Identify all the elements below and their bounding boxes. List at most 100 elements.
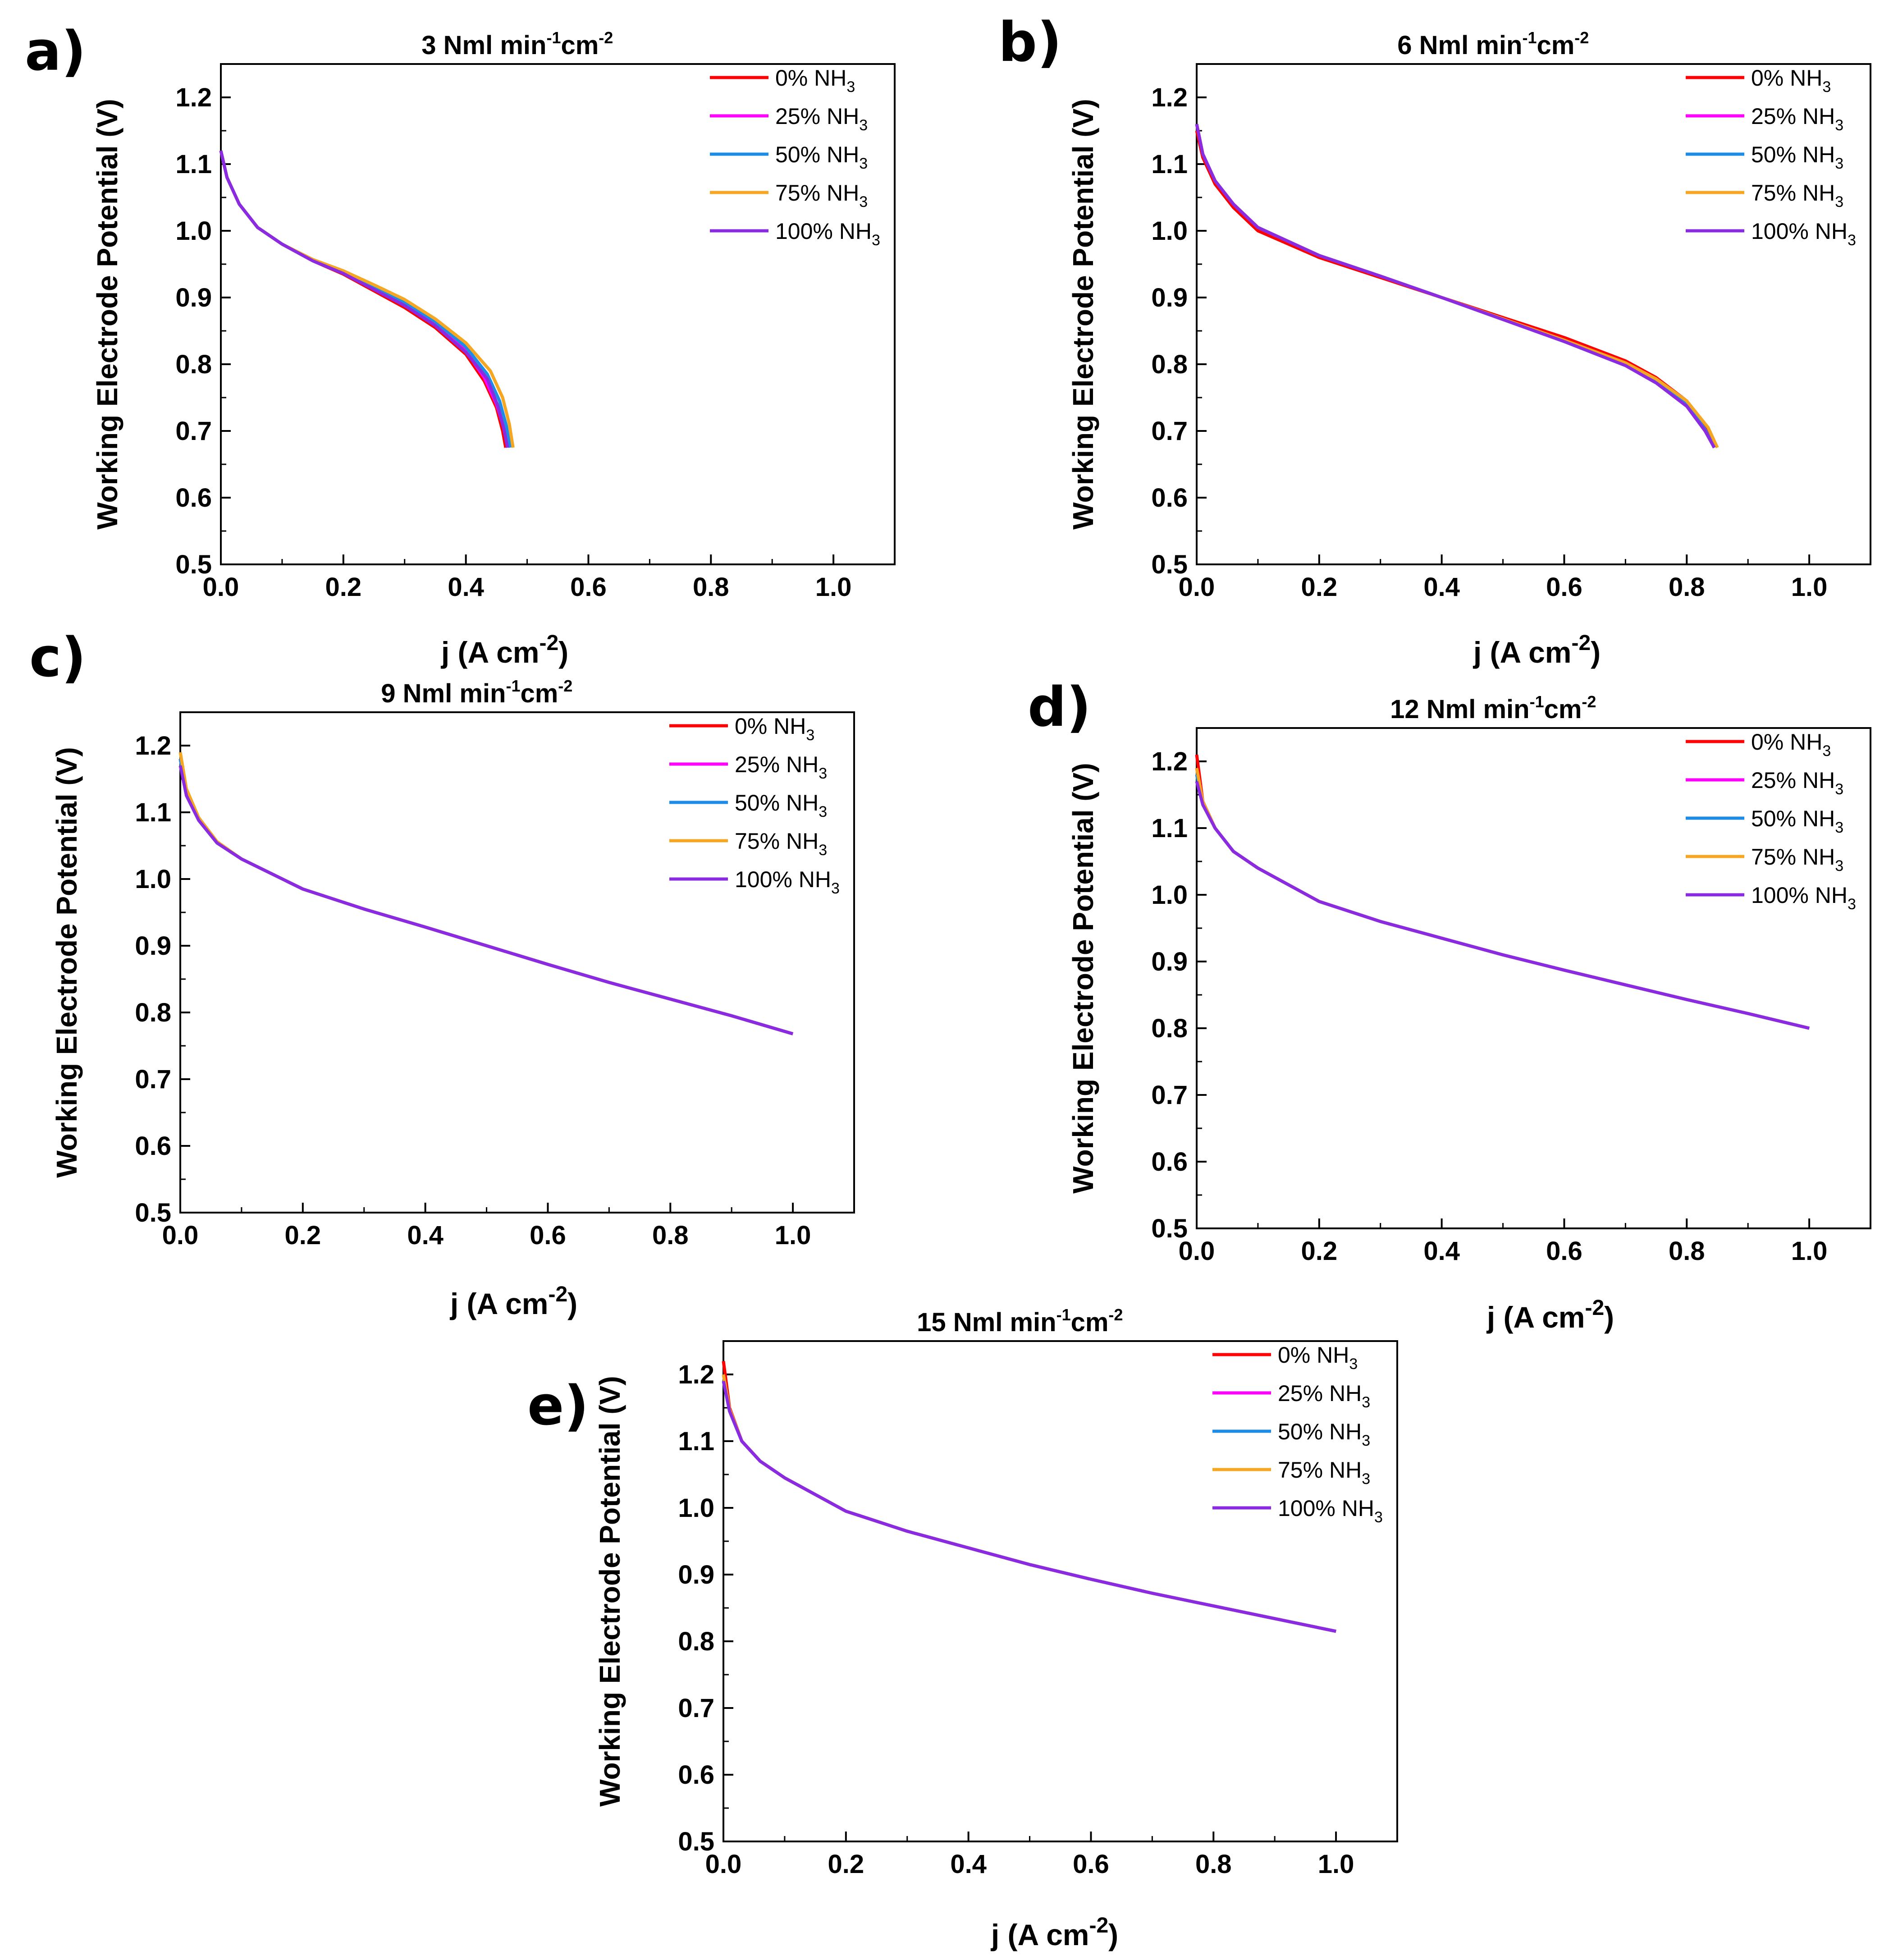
y-tick-label: 0.6 (678, 1760, 714, 1790)
legend-label: 50% NH3 (1751, 142, 1843, 172)
x-tick-label: 0.8 (1669, 1236, 1705, 1266)
y-tick-label: 0.9 (1151, 283, 1188, 312)
legend-label: 100% NH3 (1751, 219, 1856, 249)
x-tick-label: 0.6 (1546, 572, 1582, 602)
x-tick-label: 0.2 (325, 572, 361, 602)
x-tick-label: 0.4 (448, 572, 484, 602)
legend-label: 25% NH3 (1751, 768, 1843, 798)
y-tick-label: 0.7 (175, 417, 212, 446)
legend-label: 25% NH3 (1278, 1381, 1370, 1411)
chart-title: 12 Nml min-1cm-2 (1390, 692, 1596, 724)
legend-label: 75% NH3 (775, 180, 868, 211)
legend-label: 100% NH3 (735, 867, 840, 897)
x-tick-label: 1.0 (775, 1221, 811, 1250)
x-tick-label: 1.0 (1318, 1850, 1354, 1879)
y-tick-label: 1.1 (175, 150, 212, 179)
y-tick-label: 0.5 (1151, 1214, 1188, 1243)
legend-label: 0% NH3 (1751, 65, 1831, 96)
x-tick-label: 0.0 (162, 1221, 199, 1250)
chart-title: 15 Nml min-1cm-2 (917, 1305, 1123, 1337)
y-tick-label: 0.7 (678, 1694, 714, 1723)
x-tick-label: 0.0 (203, 572, 239, 602)
x-axis-label: j (A cm-2) (1473, 631, 1601, 669)
x-tick-label: 0.4 (950, 1850, 987, 1879)
y-tick-label: 0.8 (1151, 350, 1188, 379)
y-tick-label: 0.5 (175, 550, 212, 579)
x-tick-label: 0.8 (693, 572, 729, 602)
series-line-5 (1195, 124, 1716, 449)
legend-label: 75% NH3 (735, 829, 827, 859)
x-axis-label: j (A cm-2) (449, 1282, 577, 1320)
x-tick-label: 0.4 (407, 1221, 444, 1250)
y-tick-label: 0.8 (1151, 1014, 1188, 1043)
y-tick-label: 1.1 (678, 1427, 714, 1456)
x-tick-label: 0.8 (1195, 1850, 1232, 1879)
y-tick-label: 1.2 (678, 1360, 714, 1389)
plot-frame (1196, 727, 1871, 1229)
y-tick-label: 0.8 (678, 1627, 714, 1656)
plot-frame (1196, 63, 1871, 565)
legend-label: 50% NH3 (1751, 806, 1843, 836)
x-tick-label: 0.6 (1073, 1850, 1109, 1879)
x-tick-label: 0.2 (284, 1221, 321, 1250)
y-axis-label: Working Electrode Potential (V) (91, 99, 123, 529)
series-line-5 (219, 150, 509, 448)
x-tick-label: 0.0 (1179, 572, 1215, 602)
panel-letter: e) (527, 1375, 589, 1438)
y-tick-label: 0.6 (175, 483, 212, 513)
y-tick-label: 0.6 (1151, 483, 1188, 513)
chart-panel-a: a) 3 Nml min-1cm-2 0.0 0.2 0.4 0.6 0.8 1.0 0.5 0.… (25, 20, 896, 669)
chart-panel-e: e) 15 Nml min-1cm-2 0.0 0.2 0.4 0.6 0.8 1.0 0.5 0… (527, 1305, 1398, 1951)
y-tick-label: 1.2 (135, 731, 171, 760)
x-axis-label: j (A cm-2) (990, 1914, 1118, 1951)
x-tick-label: 0.6 (530, 1221, 566, 1250)
y-tick-label: 0.8 (135, 998, 171, 1027)
legend-label: 75% NH3 (1278, 1457, 1370, 1488)
x-axis-label: j (A cm-2) (440, 631, 568, 669)
chart-panel-d: d) 12 Nml min-1cm-2 0.0 0.2 0.4 0.6 0.8 1.0 0.5 0… (1028, 676, 1871, 1334)
y-tick-label: 1.2 (175, 83, 212, 112)
y-tick-label: 1.0 (1151, 880, 1188, 910)
panels-container: a) 3 Nml min-1cm-20.0 0.2 0.4 0.6 0.8 1.00.50.… (25, 11, 1871, 1951)
y-tick-label: 1.2 (1151, 747, 1188, 776)
y-tick-label: 0.9 (175, 283, 212, 312)
y-tick-label: 1.1 (1151, 814, 1188, 843)
y-tick-label: 0.6 (135, 1131, 171, 1161)
y-tick-label: 0.6 (1151, 1147, 1188, 1177)
chart-title: 3 Nml min-1cm-2 (421, 28, 613, 60)
legend-label: 50% NH3 (735, 790, 827, 820)
y-axis-label: Working Electrode Potential (V) (1067, 763, 1099, 1193)
series-line-5 (178, 765, 794, 1035)
panel-letter: d) (1028, 676, 1091, 739)
x-tick-label: 0.4 (1423, 1236, 1460, 1266)
y-axis-label: Working Electrode Potential (V) (594, 1376, 626, 1806)
y-tick-label: 1.1 (135, 798, 171, 827)
chart-title: 6 Nml min-1cm-2 (1397, 28, 1589, 60)
panel-letter: b) (998, 11, 1062, 74)
y-axis-label: Working Electrode Potential (V) (50, 747, 83, 1177)
legend-label: 100% NH3 (1751, 883, 1856, 913)
legend-label: 25% NH3 (1751, 104, 1843, 134)
y-tick-label: 0.7 (1151, 1081, 1188, 1110)
x-tick-label: 0.8 (1669, 572, 1705, 602)
y-tick-label: 0.9 (135, 931, 171, 961)
y-tick-label: 0.5 (678, 1827, 714, 1856)
x-tick-label: 0.2 (828, 1850, 864, 1879)
x-tick-label: 0.8 (652, 1221, 689, 1250)
chart-title: 9 Nml min-1cm-2 (381, 677, 572, 708)
legend-label: 25% NH3 (735, 752, 827, 782)
y-tick-label: 0.7 (135, 1065, 171, 1094)
y-tick-label: 1.0 (175, 216, 212, 246)
y-tick-label: 1.2 (1151, 83, 1188, 112)
x-tick-label: 1.0 (815, 572, 852, 602)
y-tick-label: 1.0 (135, 865, 171, 894)
legend-label: 50% NH3 (775, 142, 868, 172)
y-tick-label: 0.9 (1151, 947, 1188, 976)
chart-panel-b: b) 6 Nml min-1cm-2 0.0 0.2 0.4 0.6 0.8 1.0 0.5 0.… (998, 11, 1871, 669)
y-tick-label: 1.0 (1151, 216, 1188, 246)
y-tick-label: 1.0 (678, 1493, 714, 1523)
legend-label: 25% NH3 (775, 104, 868, 134)
series-line-5 (722, 1381, 1336, 1633)
